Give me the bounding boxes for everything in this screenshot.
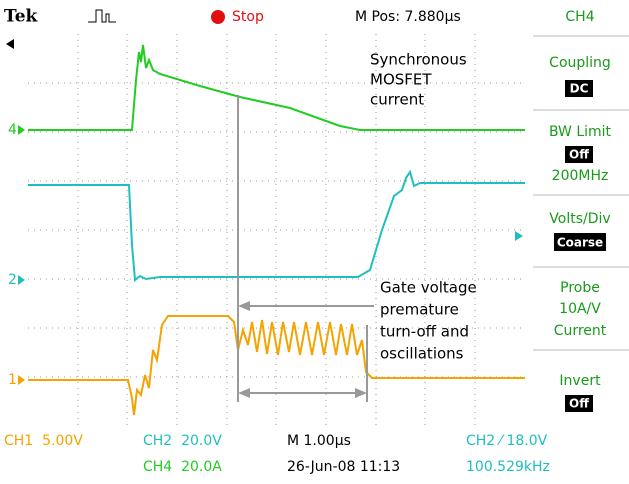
trigger-level	[515, 231, 523, 241]
menu-value: Off	[569, 148, 589, 162]
annotation: current	[370, 91, 424, 109]
menu-value: Coarse	[557, 236, 603, 250]
stop-dot	[211, 10, 225, 24]
menu-channel: CH4	[565, 9, 594, 25]
annotation: oscillations	[380, 345, 464, 363]
trace-ch4	[28, 44, 525, 131]
annotation-arrows	[237, 95, 374, 402]
menu-note: 200MHz	[552, 168, 609, 184]
menu-label[interactable]: BW Limit	[549, 124, 612, 140]
trigger-icon	[88, 9, 116, 23]
trigger-pos	[6, 39, 14, 49]
trace-ch1	[28, 315, 525, 416]
annotation: Gate voltage	[380, 279, 477, 297]
menu-value: Off	[569, 397, 589, 411]
menu-line: 10A/V	[559, 301, 601, 317]
menu-value: DC	[570, 82, 589, 96]
annotation: turn-off and	[380, 323, 469, 341]
marker-ch1: 1	[8, 372, 17, 388]
annotation: Synchronous	[370, 51, 467, 69]
value-box	[565, 395, 593, 412]
menu-label[interactable]: Invert	[559, 373, 601, 389]
value-box	[554, 233, 606, 251]
trace-ch2	[28, 169, 525, 282]
menu-line: Current	[554, 323, 607, 339]
timebase: M 1.00µs	[287, 433, 351, 449]
menu-dividers	[533, 35, 629, 351]
marker-arrow	[18, 125, 25, 135]
ch1-scale: CH1 5.00V	[4, 433, 83, 449]
marker-arrow	[18, 375, 25, 385]
value-box	[565, 80, 593, 97]
marker-ch2: 2	[8, 272, 17, 288]
acq-state: Stop	[232, 9, 264, 25]
menu-label[interactable]: Volts/Div	[549, 211, 610, 227]
marker-ch4: 4	[8, 122, 17, 138]
annotation: MOSFET	[370, 71, 432, 89]
menu-label[interactable]: Coupling	[549, 55, 611, 71]
position: M Pos: 7.880µs	[355, 9, 461, 25]
annotation: premature	[380, 301, 459, 319]
ch2-scale: CH2 20.0V	[143, 433, 222, 449]
value-box	[565, 146, 593, 163]
brand: Tek	[4, 7, 39, 27]
frequency: 100.529kHz	[466, 459, 550, 475]
marker-arrow	[18, 275, 25, 285]
ch4-scale: CH4 20.0A	[143, 459, 222, 475]
trigger: CH2 ⁄ 18.0V	[466, 433, 548, 449]
menu-label[interactable]: Probe	[560, 280, 600, 296]
date: 26-Jun-08 11:13	[287, 459, 400, 475]
